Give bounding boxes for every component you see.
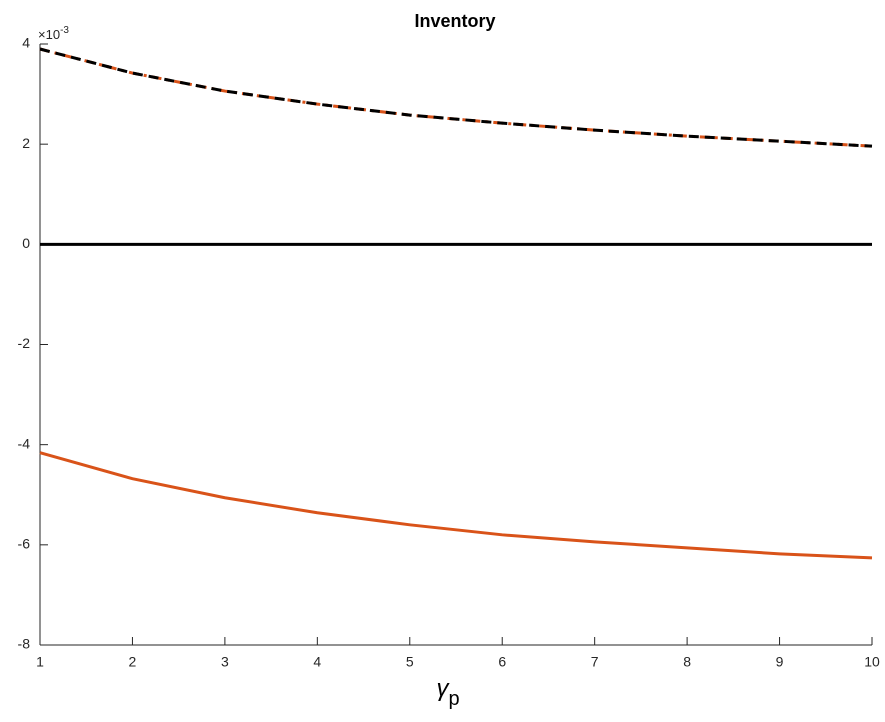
x-tick-label: 8: [683, 654, 691, 670]
x-tick-label: 3: [221, 654, 229, 670]
y-tick-label: -4: [18, 435, 31, 451]
y-tick-label: -8: [18, 636, 31, 652]
y-tick-label: 0: [22, 235, 30, 251]
y-tick-label: -2: [18, 335, 31, 351]
data-line: [39, 47, 873, 148]
y-exponent-base: ×10: [38, 27, 60, 42]
x-axis-subscript: p: [448, 688, 459, 710]
x-tick-label: 2: [129, 654, 137, 670]
data-line: [39, 47, 873, 148]
x-tick-label: 6: [498, 654, 506, 670]
x-tick-label: 10: [864, 654, 880, 670]
data-line: [39, 451, 873, 560]
x-tick-label: 7: [591, 654, 599, 670]
y-tick-label: 4: [22, 35, 30, 51]
y-exponent: ×10-3: [38, 25, 69, 43]
x-tick-label: 1: [36, 654, 44, 670]
x-tick-label: 5: [406, 654, 414, 670]
y-tick-label: 2: [22, 135, 30, 151]
y-exponent-power: -3: [60, 25, 69, 36]
x-tick-label: 4: [313, 654, 321, 670]
x-axis-symbol: γ: [436, 675, 450, 702]
x-tick-label: 9: [776, 654, 784, 670]
x-axis-label: γp: [436, 675, 459, 710]
y-tick-label: -6: [18, 536, 31, 552]
chart-title: Inventory: [414, 11, 495, 31]
